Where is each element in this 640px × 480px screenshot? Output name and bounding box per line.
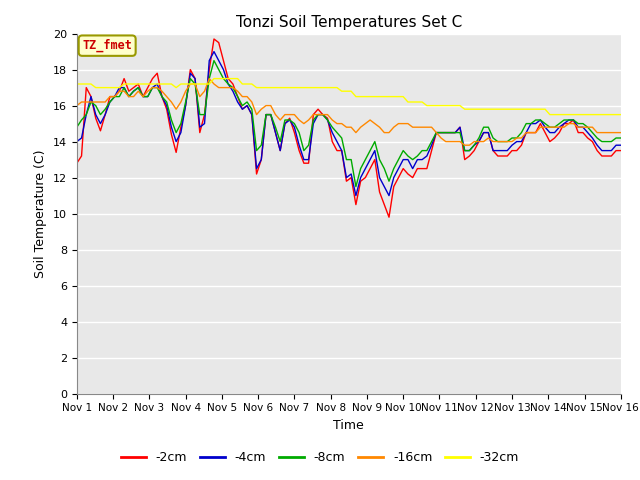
-16cm	[584, 124, 591, 130]
-2cm	[536, 120, 544, 126]
-32cm	[409, 99, 417, 105]
-8cm	[73, 124, 81, 130]
-8cm	[447, 130, 454, 135]
-2cm	[617, 148, 625, 154]
Line: -8cm: -8cm	[77, 60, 621, 187]
-2cm	[522, 130, 530, 135]
-2cm	[210, 36, 218, 42]
-4cm	[210, 48, 218, 54]
-16cm	[409, 124, 417, 130]
Title: Tonzi Soil Temperatures Set C: Tonzi Soil Temperatures Set C	[236, 15, 462, 30]
-8cm	[210, 58, 218, 63]
Line: -2cm: -2cm	[77, 39, 621, 217]
Line: -16cm: -16cm	[77, 79, 621, 145]
-4cm	[413, 156, 421, 162]
-16cm	[536, 124, 544, 130]
-4cm	[536, 117, 544, 123]
-16cm	[461, 142, 468, 148]
Line: -4cm: -4cm	[77, 51, 621, 196]
-2cm	[447, 130, 454, 135]
-16cm	[73, 103, 81, 108]
-32cm	[532, 106, 540, 112]
-4cm	[262, 112, 270, 118]
Legend: -2cm, -4cm, -8cm, -16cm, -32cm: -2cm, -4cm, -8cm, -16cm, -32cm	[116, 446, 524, 469]
-4cm	[522, 130, 530, 135]
-16cm	[522, 130, 530, 135]
X-axis label: Time: Time	[333, 419, 364, 432]
-8cm	[352, 184, 360, 190]
-4cm	[73, 139, 81, 144]
Y-axis label: Soil Temperature (C): Soil Temperature (C)	[35, 149, 47, 278]
-4cm	[584, 130, 591, 135]
-2cm	[73, 160, 81, 166]
-32cm	[73, 81, 81, 87]
-32cm	[617, 112, 625, 118]
-32cm	[262, 84, 270, 90]
-2cm	[413, 166, 421, 171]
-8cm	[262, 112, 270, 118]
-16cm	[262, 103, 270, 108]
-4cm	[447, 130, 454, 135]
-8cm	[536, 117, 544, 123]
-2cm	[584, 135, 591, 141]
-32cm	[546, 112, 554, 118]
-4cm	[352, 192, 360, 199]
-16cm	[442, 139, 450, 144]
-4cm	[617, 142, 625, 148]
-2cm	[262, 112, 270, 118]
-32cm	[442, 103, 450, 108]
-32cm	[210, 76, 218, 82]
-16cm	[617, 130, 625, 135]
Line: -32cm: -32cm	[77, 79, 621, 115]
-2cm	[385, 214, 393, 220]
-32cm	[584, 112, 591, 118]
-8cm	[522, 120, 530, 126]
-32cm	[518, 106, 525, 112]
-16cm	[205, 76, 213, 82]
-8cm	[617, 135, 625, 141]
Text: TZ_fmet: TZ_fmet	[82, 39, 132, 52]
-8cm	[413, 153, 421, 159]
-8cm	[584, 124, 591, 130]
